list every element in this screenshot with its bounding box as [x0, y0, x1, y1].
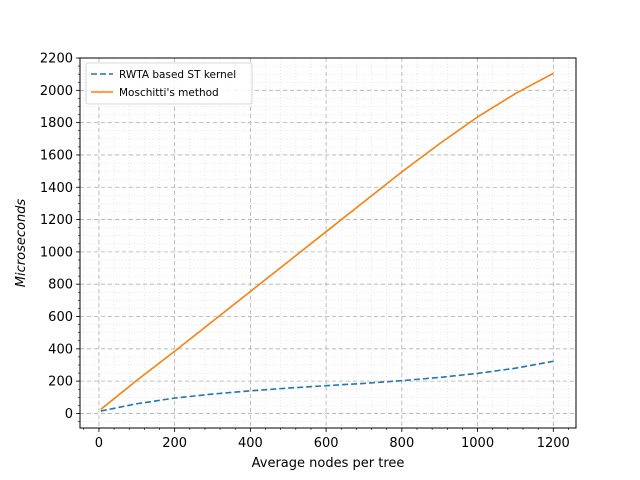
y-tick-label: 1600: [40, 148, 73, 163]
plot-frame: [79, 57, 577, 429]
y-tick-label: 600: [48, 310, 73, 325]
x-tick-label: 400: [238, 436, 263, 451]
legend: RWTA based ST kernel Moschitti's method: [85, 62, 253, 105]
x-tick-label: 800: [389, 436, 414, 451]
y-tick-label: 1000: [40, 245, 73, 260]
y-tick-label: 2000: [40, 84, 73, 99]
x-axis-title: Average nodes per tree: [252, 456, 405, 471]
y-tick-label: 1800: [40, 116, 73, 131]
x-tick-label: 1200: [537, 436, 570, 451]
y-tick-label: 800: [48, 278, 73, 293]
y-tick-label: 400: [48, 342, 73, 357]
series-line-1: [100, 360, 554, 412]
y-tick-label: 1200: [40, 213, 73, 228]
y-tick-label: 1400: [40, 181, 73, 196]
legend-label-2: Moschitti's method: [119, 87, 219, 99]
x-tick-label: 600: [314, 436, 339, 451]
x-tick-label: 200: [162, 436, 187, 451]
x-tick-label: 1000: [461, 436, 494, 451]
y-axis-title: Microseconds: [14, 199, 29, 288]
y-tick-label: 0: [65, 407, 73, 422]
y-tick-label: 2200: [40, 52, 73, 67]
legend-box: [85, 62, 253, 105]
y-axis: 0 200 400 600 800 1000 1200 1400 1600 1800 2000 220…: [40, 52, 80, 422]
series-layer: [100, 72, 554, 412]
x-axis: 0 200 400 600 800 1000 1200: [83, 428, 570, 451]
y-tick-label: 200: [48, 375, 73, 390]
series-line-2: [100, 72, 554, 411]
major-gridlines: [80, 57, 576, 428]
legend-label-1: RWTA based ST kernel: [119, 69, 236, 81]
x-tick-label: 0: [95, 436, 103, 451]
